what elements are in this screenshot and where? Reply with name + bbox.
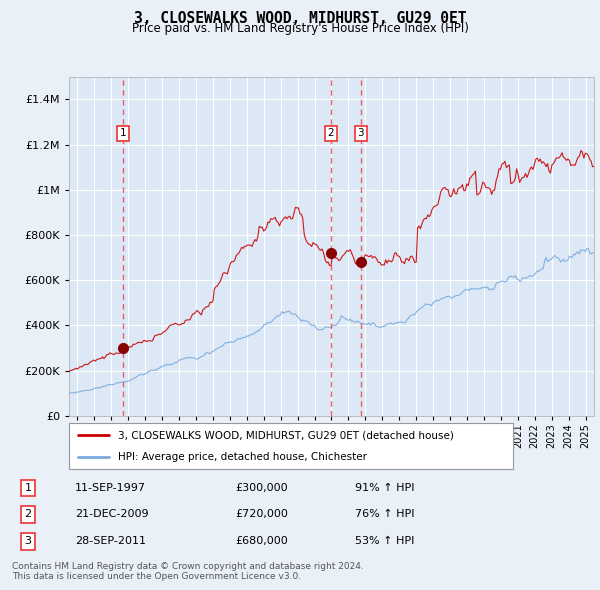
- Text: 76% ↑ HPI: 76% ↑ HPI: [355, 509, 415, 519]
- Text: 28-SEP-2011: 28-SEP-2011: [75, 536, 146, 546]
- Text: 21-DEC-2009: 21-DEC-2009: [75, 509, 149, 519]
- Text: Contains HM Land Registry data © Crown copyright and database right 2024.: Contains HM Land Registry data © Crown c…: [12, 562, 364, 571]
- Text: HPI: Average price, detached house, Chichester: HPI: Average price, detached house, Chic…: [118, 451, 367, 461]
- Text: £680,000: £680,000: [235, 536, 288, 546]
- Text: This data is licensed under the Open Government Licence v3.0.: This data is licensed under the Open Gov…: [12, 572, 301, 581]
- Text: Price paid vs. HM Land Registry's House Price Index (HPI): Price paid vs. HM Land Registry's House …: [131, 22, 469, 35]
- Text: 3: 3: [25, 536, 32, 546]
- Text: 91% ↑ HPI: 91% ↑ HPI: [355, 483, 415, 493]
- Text: 1: 1: [25, 483, 32, 493]
- Text: £300,000: £300,000: [235, 483, 287, 493]
- Text: 53% ↑ HPI: 53% ↑ HPI: [355, 536, 415, 546]
- Text: 2: 2: [328, 128, 334, 138]
- Text: 1: 1: [120, 128, 127, 138]
- Text: 2: 2: [25, 509, 32, 519]
- Text: 3, CLOSEWALKS WOOD, MIDHURST, GU29 0ET (detached house): 3, CLOSEWALKS WOOD, MIDHURST, GU29 0ET (…: [118, 431, 454, 441]
- Text: 3: 3: [358, 128, 364, 138]
- Text: £720,000: £720,000: [235, 509, 288, 519]
- Text: 11-SEP-1997: 11-SEP-1997: [75, 483, 146, 493]
- Text: 3, CLOSEWALKS WOOD, MIDHURST, GU29 0ET: 3, CLOSEWALKS WOOD, MIDHURST, GU29 0ET: [134, 11, 466, 25]
